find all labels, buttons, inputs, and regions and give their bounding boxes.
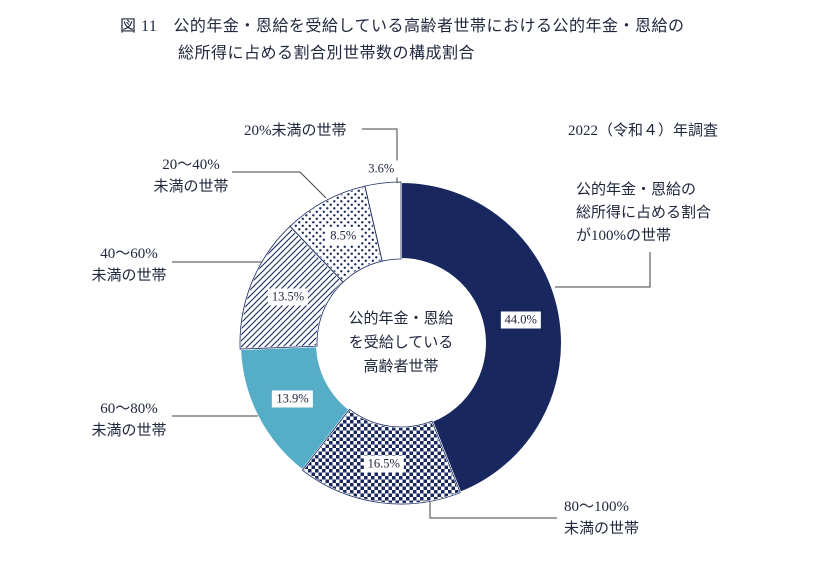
label-line: 20～40% bbox=[162, 157, 220, 173]
label-line: 総所得に占める割合 bbox=[576, 205, 712, 221]
label-line: 高齢者世帯 bbox=[363, 359, 439, 375]
slice-value-label: 3.6% bbox=[364, 160, 399, 178]
slice-value-label: 16.5% bbox=[363, 455, 404, 473]
label-line: 40～60% bbox=[100, 246, 158, 262]
label-line: 未満の世帯 bbox=[91, 268, 167, 284]
callout-ratio-20-40: 20～40% 未満の世帯 bbox=[150, 154, 232, 198]
label-line: 未満の世帯 bbox=[564, 521, 640, 537]
label-line: 80～100% bbox=[564, 499, 629, 515]
survey-year-note: 2022（令和４）年調査 bbox=[568, 123, 719, 139]
label-line: 未満の世帯 bbox=[153, 179, 229, 195]
slice-value-label: 13.5% bbox=[267, 288, 309, 306]
callout-ratio-40-60: 40～60% 未満の世帯 bbox=[88, 243, 170, 287]
label-line: 20%未満の世帯 bbox=[244, 123, 347, 139]
slice-value-label: 13.9% bbox=[272, 390, 313, 408]
leader-line-100pct bbox=[555, 252, 651, 288]
label-line: 60～80% bbox=[100, 401, 158, 417]
slice-value-label: 44.0% bbox=[500, 311, 541, 329]
callout-ratio-under-20: 20%未満の世帯 bbox=[244, 120, 347, 142]
slice-outline bbox=[301, 408, 461, 505]
slice-outline bbox=[364, 181, 402, 262]
callout-ratio-80-100: 80～100% 未満の世帯 bbox=[564, 496, 639, 540]
label-line: 未満の世帯 bbox=[91, 423, 167, 439]
leader-line-80-100pct bbox=[429, 502, 557, 519]
label-line: を受給している bbox=[348, 335, 454, 351]
label-line: 公的年金・恩給 bbox=[348, 311, 454, 327]
figure-title-row1: 図 11 公的年金・恩給を受給している高齢者世帯における公的年金・恩給の bbox=[120, 13, 684, 40]
callout-ratio-100: 公的年金・恩給の 総所得に占める割合 が100%の世帯 bbox=[576, 179, 711, 248]
pie-slice-1 bbox=[400, 180, 563, 494]
callout-ratio-60-80: 60～80% 未満の世帯 bbox=[88, 398, 170, 442]
figure-title-line2: 総所得に占める割合別世帯数の構成割合 bbox=[178, 45, 476, 62]
label-line: が100%の世帯 bbox=[576, 228, 671, 244]
leader-line-20-40pct bbox=[232, 171, 327, 199]
slice-value-label: 8.5% bbox=[326, 227, 361, 245]
donut-center-label: 公的年金・恩給 を受給している 高齢者世帯 bbox=[348, 307, 453, 379]
figure-title: 図 11 公的年金・恩給を受給している高齢者世帯における公的年金・恩給の 総所得に… bbox=[120, 13, 684, 67]
figure-number: 図 11 bbox=[120, 18, 158, 35]
label-line: 公的年金・恩給の bbox=[576, 182, 697, 198]
figure-title-line1: 公的年金・恩給を受給している高齢者世帯における公的年金・恩給の bbox=[173, 18, 685, 35]
